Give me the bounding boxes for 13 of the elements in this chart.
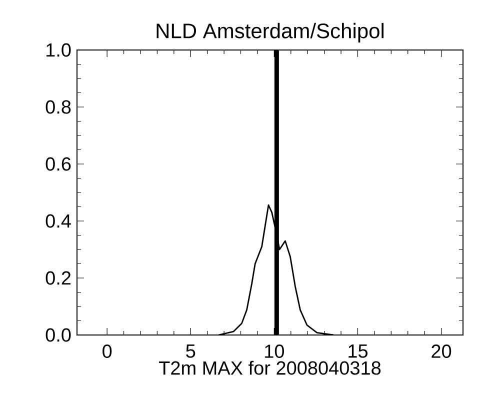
x-axis-title: T2m MAX for 2008040318 bbox=[158, 360, 381, 375]
chart-title: NLD Amsterdam/Schipol bbox=[156, 22, 384, 42]
x-tick-label: 5 bbox=[186, 344, 196, 358]
x-tick-label: 10 bbox=[265, 344, 284, 358]
x-tick-label: 15 bbox=[348, 344, 368, 358]
x-tick-label: 20 bbox=[432, 344, 452, 358]
y-tick-label: 0.4 bbox=[46, 214, 71, 228]
y-tick-label: 0.8 bbox=[46, 100, 71, 114]
y-tick-label: 1.0 bbox=[46, 43, 71, 57]
x-tick-label: 0 bbox=[102, 344, 112, 358]
y-tick-label: 0.2 bbox=[46, 271, 71, 285]
y-tick-label: 0.0 bbox=[46, 328, 71, 342]
y-tick-label: 0.6 bbox=[46, 157, 71, 171]
